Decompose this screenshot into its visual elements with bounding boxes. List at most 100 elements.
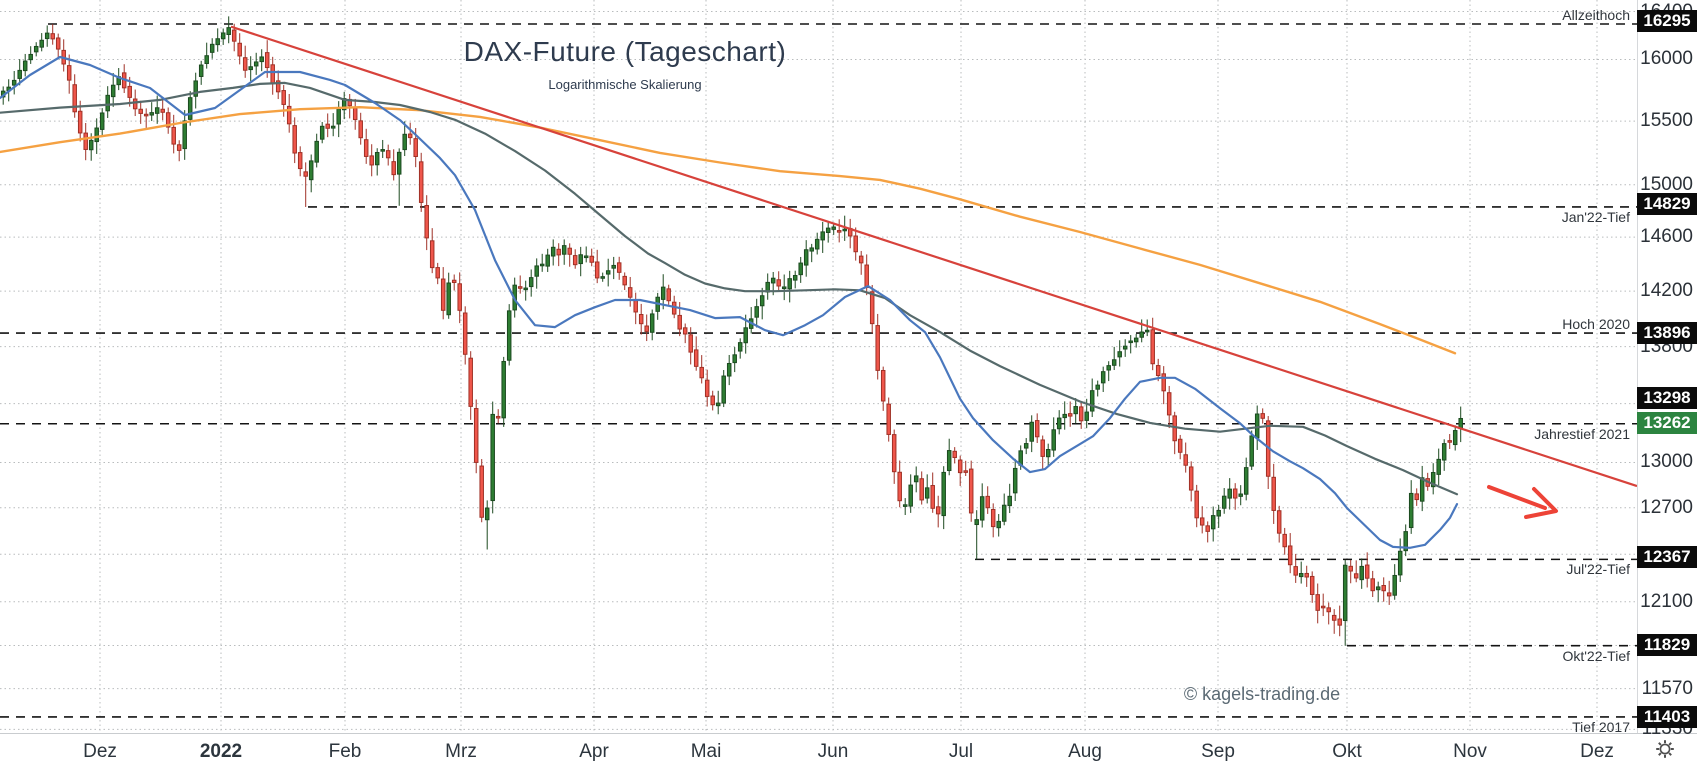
settings-gear-icon[interactable] — [1651, 737, 1679, 761]
month-label: Dez — [83, 741, 117, 762]
candle-body — [737, 342, 743, 352]
candle-body — [424, 204, 429, 239]
y-axis-border — [1637, 0, 1638, 733]
candle-body — [924, 487, 930, 499]
candle-body — [1051, 429, 1056, 451]
candle-body — [1397, 550, 1403, 576]
level-label: Jul'22-Tief — [1566, 561, 1630, 578]
candle-body — [204, 55, 209, 64]
candle-body — [352, 107, 358, 121]
candle-body — [1045, 449, 1051, 458]
month-label: Jul — [948, 741, 974, 762]
candle-body — [528, 277, 534, 288]
month-label: Mai — [690, 741, 722, 762]
candle-body — [583, 255, 589, 259]
candle-body — [1188, 466, 1194, 491]
candle-body — [1309, 575, 1315, 595]
candle-body — [1012, 467, 1018, 494]
candle-body — [809, 247, 814, 252]
candle-body — [704, 379, 710, 397]
candle-body — [517, 286, 523, 289]
candle-body — [44, 32, 50, 40]
candle-body — [1095, 384, 1100, 390]
candle-body — [699, 366, 704, 379]
candle-body — [363, 139, 369, 157]
month-label: 2022 — [199, 741, 243, 762]
candle-body — [869, 291, 875, 325]
candle-body — [242, 57, 248, 71]
candle-body — [1117, 351, 1122, 358]
candle-body — [1007, 495, 1012, 507]
candle-body — [1205, 525, 1210, 532]
candle-body — [358, 120, 363, 139]
candle-body — [1408, 492, 1414, 529]
y-tick-label: 14600 — [1640, 226, 1693, 248]
candle-body — [732, 354, 737, 364]
candle-body — [1419, 477, 1425, 502]
candle-body — [1364, 564, 1370, 579]
candle-body — [264, 52, 270, 69]
candle-body — [682, 327, 688, 335]
candle-body — [1062, 413, 1067, 419]
candle-body — [1348, 565, 1353, 572]
candle-body — [182, 120, 187, 150]
candle-body — [1089, 390, 1095, 412]
candle-body — [413, 138, 418, 157]
candle-body — [633, 299, 638, 313]
candle-body — [666, 288, 671, 302]
candle-body — [1392, 574, 1397, 596]
candle-body — [110, 84, 116, 98]
watermark-copyright: © kagels-trading.de — [1183, 684, 1341, 704]
candle-body — [446, 282, 451, 316]
y-tick-label: 15000 — [1640, 173, 1693, 195]
candle-body — [1271, 476, 1276, 511]
candle-body — [1260, 413, 1265, 419]
candle-body — [303, 171, 308, 177]
candle-body — [1381, 585, 1386, 592]
candle-body — [550, 246, 556, 257]
price-badge: 16295 — [1637, 10, 1697, 32]
candle-body — [1172, 415, 1177, 442]
candle-body — [28, 53, 33, 61]
candle-body — [99, 112, 105, 130]
candle-body — [1144, 329, 1150, 333]
price-badge: 11829 — [1637, 634, 1697, 656]
candle-body — [979, 496, 985, 521]
candle-body — [842, 228, 847, 232]
candle-body — [1166, 392, 1172, 416]
candle-body — [1122, 345, 1128, 350]
price-badge: 12367 — [1637, 546, 1697, 568]
candle-body — [985, 495, 990, 509]
candle-body — [1293, 566, 1298, 576]
candle-body — [1177, 438, 1183, 453]
candle-body — [561, 245, 567, 255]
y-tick-label: 12700 — [1640, 496, 1693, 518]
candle-body — [407, 133, 413, 139]
candle-body — [402, 133, 407, 151]
ma-fast-blue — [0, 55, 1459, 549]
candle-body — [578, 254, 583, 265]
candle-body — [523, 287, 528, 291]
candle-body — [880, 369, 886, 402]
candle-body — [957, 459, 963, 474]
candle-body — [1128, 340, 1133, 344]
candle-body — [853, 235, 858, 253]
candle-body — [154, 107, 160, 114]
level-label: Okt'22-Tief — [1562, 647, 1630, 664]
y-tick-label: 13000 — [1640, 451, 1693, 473]
candle-body — [952, 450, 957, 459]
candle-body — [990, 508, 996, 528]
candle-body — [165, 112, 171, 128]
candle-body — [660, 286, 666, 300]
candle-body — [314, 140, 319, 163]
candle-body — [605, 270, 611, 275]
candle-body — [759, 295, 765, 307]
candle-body — [286, 105, 292, 125]
candle-body — [941, 471, 946, 517]
candle-body — [930, 485, 935, 509]
candle-body — [1001, 504, 1007, 522]
candle-body — [484, 507, 490, 521]
candle-body — [1375, 586, 1381, 591]
price-badge: 11403 — [1637, 706, 1697, 728]
